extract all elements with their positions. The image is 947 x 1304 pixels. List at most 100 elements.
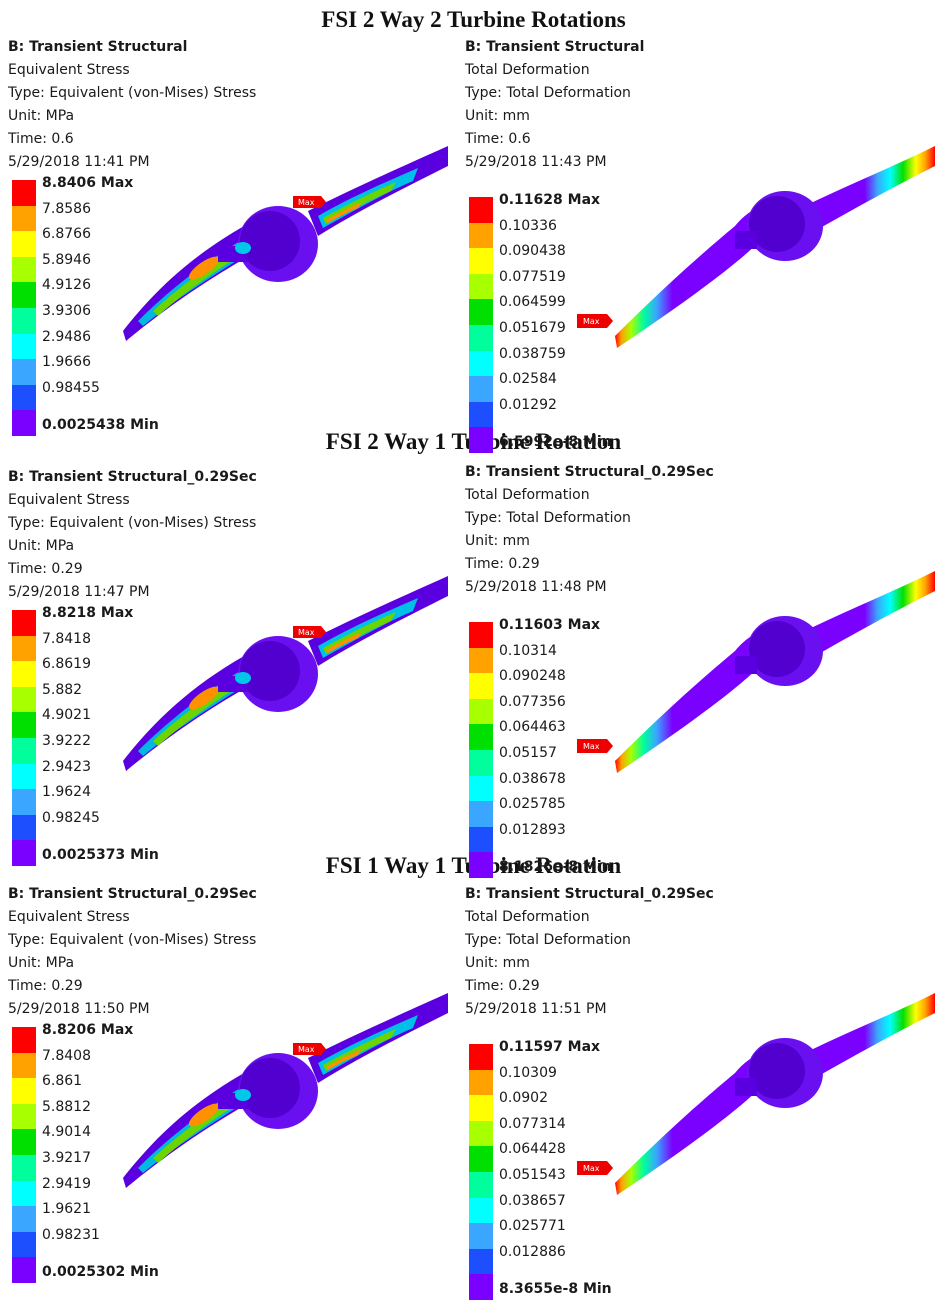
analysis-system-name: B: Transient Structural_0.29Sec xyxy=(465,464,714,480)
legend-label: 7.8418 xyxy=(42,630,91,647)
legend-max-label: 8.8406 Max xyxy=(42,175,134,191)
legend-max-label: 0.11603 Max xyxy=(499,617,601,633)
legend-max-label: 0.11597 Max xyxy=(499,1039,601,1055)
legend-swatch xyxy=(469,401,493,428)
legend-swatch xyxy=(12,610,36,636)
stress-contour-plot: Max xyxy=(123,993,448,1188)
legend-label: 7.8586 xyxy=(42,200,91,217)
legend-swatch xyxy=(12,256,36,283)
panel-2way2rot-deformation: B: Transient Structural Total Deformation… xyxy=(465,36,935,454)
legend-label: 0.98245 xyxy=(42,809,100,826)
blade-assembly xyxy=(615,571,935,773)
legend-label: 0.10314 xyxy=(499,642,557,659)
time: Time: 0.6 xyxy=(8,131,74,147)
legend-label: 6.8619 xyxy=(42,656,91,673)
legend-swatch xyxy=(469,1172,493,1198)
legend-swatch xyxy=(469,427,493,454)
legend-label: 0.038678 xyxy=(499,770,566,787)
result-header: B: Transient Structural_0.29Sec Equivalen… xyxy=(8,883,257,1021)
legend-swatch xyxy=(12,1180,36,1207)
result-type: Type: Equivalent (von-Mises) Stress xyxy=(8,85,257,101)
legend-label: 0.090438 xyxy=(499,243,566,260)
color-legend: 8.8218 Max 7.8418 6.8619 5.882 4.9021 3.9222 2… xyxy=(12,604,212,870)
legend-label: 2.9486 xyxy=(42,328,91,345)
legend-swatch xyxy=(469,325,493,351)
legend-swatch xyxy=(12,308,36,334)
legend-swatch xyxy=(469,222,493,249)
legend-label: 0.02584 xyxy=(499,371,557,388)
legend-label: 0.090248 xyxy=(499,668,566,685)
legend-swatch xyxy=(469,1095,493,1122)
result-name: Equivalent Stress xyxy=(8,492,130,508)
legend-swatch xyxy=(12,231,36,258)
legend-swatch xyxy=(12,1155,36,1181)
color-legend: 8.8406 Max 7.8586 6.8766 5.8946 4.9126 3.9306… xyxy=(12,174,212,440)
legend-swatch xyxy=(469,852,493,879)
legend-label: 0.012886 xyxy=(499,1243,566,1260)
max-probe-marker: Max xyxy=(577,1161,613,1175)
legend-label: 0.051679 xyxy=(499,320,566,336)
legend-label: 2.9419 xyxy=(42,1175,91,1192)
stress-contour-plot: Max xyxy=(123,576,448,771)
blade-assembly xyxy=(615,993,935,1195)
unit: Unit: mm xyxy=(465,955,530,971)
unit: Unit: MPa xyxy=(8,108,75,124)
legend-label: 5.882 xyxy=(42,681,83,698)
analysis-system-name: B: Transient Structural xyxy=(465,39,645,55)
result-name: Total Deformation xyxy=(465,487,590,503)
unit: Unit: MPa xyxy=(8,955,75,971)
timestamp: 5/29/2018 11:41 PM xyxy=(8,154,150,170)
legend-swatch xyxy=(469,376,493,403)
color-legend: 0.11597 Max 0.10309 0.0902 0.077314 0.064428… xyxy=(469,1038,669,1304)
max-probe-label: Max xyxy=(583,742,600,751)
timestamp: 5/29/2018 11:50 PM xyxy=(8,1001,150,1017)
result-type: Type: Equivalent (von-Mises) Stress xyxy=(8,515,257,531)
legend-swatch xyxy=(469,299,493,326)
unit: Unit: MPa xyxy=(8,538,75,554)
panel-2way2rot-stress: B: Transient Structural Equivalent Stress… xyxy=(8,36,478,437)
max-probe-marker: Max xyxy=(293,196,326,208)
section-title-2way-2rot: FSI 2 Way 2 Turbine Rotations xyxy=(321,7,626,32)
max-probe-label: Max xyxy=(583,1164,600,1173)
result-header: B: Transient Structural_0.29Sec Total Def… xyxy=(465,883,714,1021)
legend-label: 0.064463 xyxy=(499,719,566,736)
legend-swatch xyxy=(469,1146,493,1173)
max-probe-label: Max xyxy=(298,628,315,637)
time: Time: 0.29 xyxy=(465,978,540,994)
legend-max-label: 8.8218 Max xyxy=(42,605,134,621)
timestamp: 5/29/2018 11:51 PM xyxy=(465,1001,607,1017)
max-probe-label: Max xyxy=(583,317,600,326)
panel-2way1rot-stress: B: Transient Structural_0.29Sec Equivalen… xyxy=(8,466,478,867)
result-header: B: Transient Structural Equivalent Stress… xyxy=(8,36,256,174)
legend-swatch xyxy=(469,1197,493,1224)
result-type: Type: Total Deformation xyxy=(465,85,631,101)
result-name: Equivalent Stress xyxy=(8,62,130,78)
max-probe-marker: Max xyxy=(577,739,613,753)
result-type: Type: Equivalent (von-Mises) Stress xyxy=(8,932,257,948)
legend-swatch xyxy=(469,1248,493,1275)
legend-swatch xyxy=(469,826,493,853)
legend-swatch xyxy=(469,750,493,776)
legend-min-label: 6.5992e-8 Min xyxy=(499,434,612,451)
legend-swatch xyxy=(469,698,493,725)
legend-swatch xyxy=(12,180,36,206)
max-probe-label: Max xyxy=(298,198,315,207)
deformation-contour-plot: Max xyxy=(577,571,935,773)
legend-min-label: 0.0025438 Min xyxy=(42,417,159,434)
result-header: B: Transient Structural_0.29Sec Total Def… xyxy=(465,461,714,599)
legend-swatch xyxy=(469,248,493,275)
unit: Unit: mm xyxy=(465,533,530,549)
deformation-contour-plot: Max xyxy=(577,146,935,348)
analysis-system-name: B: Transient Structural_0.29Sec xyxy=(8,469,257,485)
unit: Unit: mm xyxy=(465,108,530,124)
color-legend: 0.11628 Max 0.10336 0.090438 0.077519 0.0645… xyxy=(469,191,669,457)
legend-swatch xyxy=(469,775,493,802)
legend-swatch xyxy=(469,1223,493,1250)
timestamp: 5/29/2018 11:43 PM xyxy=(465,154,607,170)
legend-min-label: 8.3655e-8 Min xyxy=(499,1281,612,1298)
legend-swatch xyxy=(469,1069,493,1096)
legend-label: 1.9624 xyxy=(42,784,91,801)
legend-label: 0.077519 xyxy=(499,268,566,285)
legend-max-label: 8.8206 Max xyxy=(42,1022,134,1038)
result-header: B: Transient Structural Total Deformation… xyxy=(465,36,644,174)
